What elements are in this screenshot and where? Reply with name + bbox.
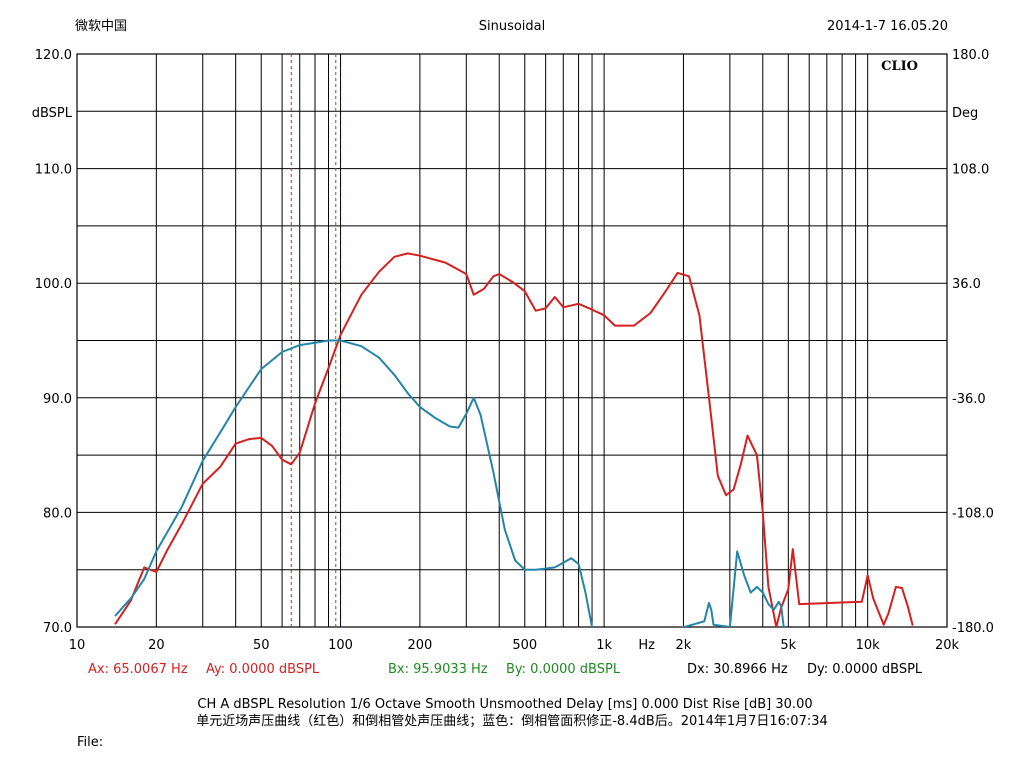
y-right-tick-label: -180.0: [952, 621, 994, 636]
cursor-a-y-readout: Ay: 0.0000 dBSPL: [206, 662, 320, 677]
header-left-text: 微软中国: [75, 19, 128, 34]
x-tick-label: 10k: [856, 638, 881, 653]
x-tick-label: 100: [328, 638, 353, 653]
y-left-tick-label: 110.0: [35, 163, 72, 178]
plot-frame: [76, 53, 948, 628]
y-left-tick-label: 80.0: [43, 506, 72, 521]
x-tick-label: 20k: [935, 638, 960, 653]
y-left-tick-label: 120.0: [35, 48, 72, 63]
cursor-a-x-readout: Ax: 65.0067 Hz: [88, 662, 188, 677]
grid: [77, 54, 947, 627]
x-tick-label: 10: [69, 638, 86, 653]
x-tick-label: 5k: [780, 638, 796, 653]
y-right-unit-label: Deg: [952, 106, 978, 121]
delta-y-readout: Dy: 0.0000 dBSPL: [807, 662, 923, 677]
clio-watermark: CLIO: [881, 59, 918, 74]
y-right-tick-label: 180.0: [952, 48, 989, 63]
measurement-settings: CH A dBSPL Resolution 1/6 Octave Smooth …: [197, 697, 813, 712]
y-left-unit-label: dBSPL: [32, 106, 73, 121]
cursor-b-x-readout: Bx: 95.9033 Hz: [388, 662, 488, 677]
delta-x-readout: Dx: 30.8966 Hz: [687, 662, 788, 677]
y-right-tick-label: -108.0: [952, 506, 994, 521]
y-left-tick-label: 100.0: [35, 277, 72, 292]
y-right-tick-label: -36.0: [952, 392, 986, 407]
x-tick-label: 20: [148, 638, 165, 653]
y-left-tick-label: 70.0: [43, 621, 72, 636]
measurement-note: 单元近场声压曲线（红色）和倒相管处声压曲线；蓝色：倒相管面积修正-8.4dB后。…: [196, 714, 828, 729]
x-tick-label: 1k: [596, 638, 612, 653]
x-tick-label: 2k: [676, 638, 692, 653]
series-1-line: [114, 252, 914, 627]
series-2-line: [114, 339, 785, 627]
y-right-tick-label: 108.0: [952, 163, 989, 178]
x-tick-label: 50: [253, 638, 270, 653]
file-label: File:: [77, 735, 104, 750]
y-right-tick-label: 36.0: [952, 277, 981, 292]
x-tick-label: 200: [407, 638, 432, 653]
y-left-tick-label: 90.0: [43, 392, 72, 407]
cursor-b-y-readout: By: 0.0000 dBSPL: [506, 662, 621, 677]
x-unit-label: Hz: [638, 638, 655, 653]
chart-title: Sinusoidal: [478, 19, 546, 34]
timestamp: 2014-1-7 16.05.20: [826, 19, 948, 34]
x-tick-label: 500: [512, 638, 537, 653]
